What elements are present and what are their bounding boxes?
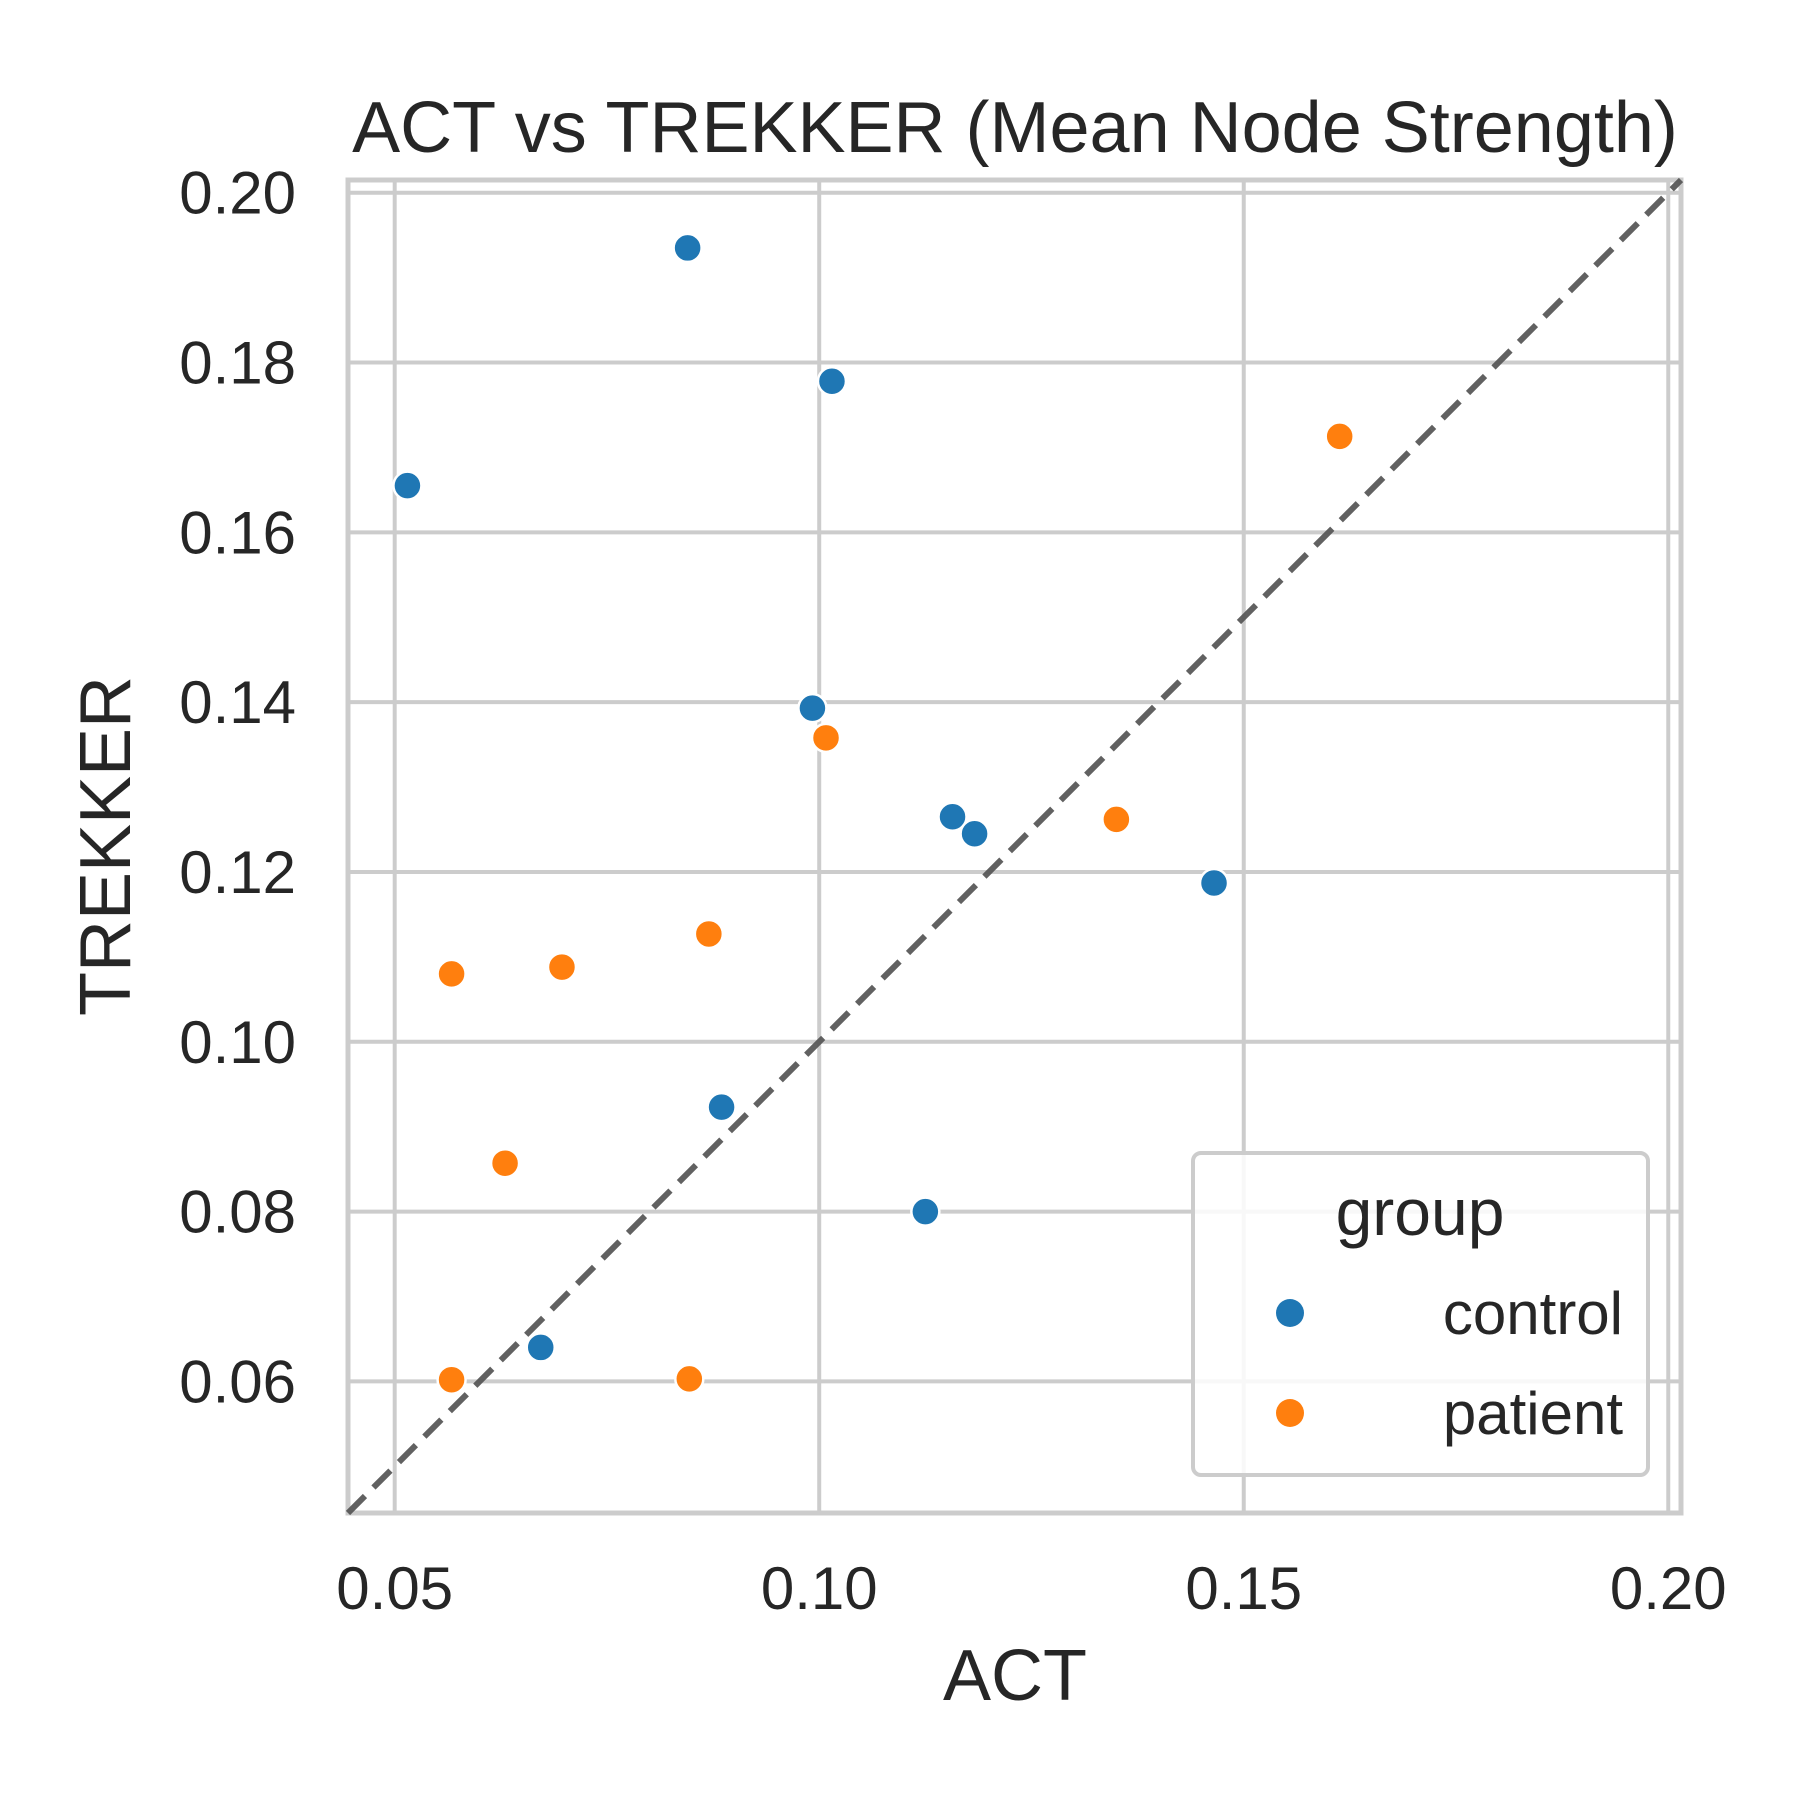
y-tick-label: 0.16	[179, 499, 296, 566]
point-patient	[546, 951, 578, 983]
y-tick-label: 0.08	[179, 1179, 296, 1246]
point-patient	[489, 1147, 521, 1179]
x-tick-labels: 0.05 0.10 0.15 0.20	[336, 1555, 1726, 1622]
legend-title: group	[1336, 1175, 1505, 1249]
point-control	[672, 232, 703, 264]
x-tick-label: 0.05	[336, 1555, 453, 1622]
point-patient	[693, 918, 725, 950]
point-control	[706, 1091, 737, 1123]
legend-label-patient: patient	[1443, 1380, 1623, 1447]
y-tick-label: 0.18	[179, 330, 296, 397]
plot-frame	[345, 177, 1684, 1516]
x-axis-label: ACT	[943, 1636, 1087, 1716]
x-tick-label: 0.15	[1185, 1555, 1302, 1622]
legend-marker-patient	[1276, 1399, 1304, 1427]
point-control	[797, 692, 828, 724]
x-tick-label: 0.10	[761, 1555, 878, 1622]
y-gridlines	[348, 190, 1681, 1384]
point-patient	[436, 1364, 467, 1395]
point-control	[1198, 867, 1230, 899]
legend-marker-control	[1276, 1299, 1304, 1327]
y-tick-label: 0.14	[179, 669, 296, 736]
y-tick-label: 0.10	[179, 1009, 296, 1076]
point-control	[816, 365, 848, 397]
identity-reference-line	[345, 177, 1684, 1516]
x-tick-label: 0.20	[1610, 1555, 1727, 1622]
point-patient	[436, 958, 467, 990]
point-control	[525, 1332, 556, 1363]
point-control	[392, 470, 423, 501]
point-control	[959, 818, 990, 850]
point-control	[910, 1196, 941, 1227]
data-points	[392, 232, 1355, 1395]
y-tick-label: 0.06	[179, 1348, 296, 1415]
plot-area	[345, 177, 1684, 1516]
chart-title: ACT vs TREKKER (Mean Node Strength)	[352, 88, 1678, 168]
y-tick-label: 0.12	[179, 839, 296, 906]
point-patient	[810, 722, 842, 754]
point-patient	[1101, 804, 1132, 835]
legend-label-control: control	[1443, 1280, 1623, 1347]
point-patient	[1324, 421, 1355, 452]
legend-box	[1191, 1151, 1650, 1477]
point-patient	[674, 1363, 705, 1395]
y-axis-label: TREKKER	[66, 676, 146, 1016]
point-control	[937, 801, 968, 833]
y-tick-labels: 0.06 0.08 0.10 0.12 0.14 0.16 0.18 0.20	[179, 160, 296, 1416]
legend: group control patient	[1191, 1151, 1650, 1477]
y-tick-label: 0.20	[179, 160, 296, 227]
